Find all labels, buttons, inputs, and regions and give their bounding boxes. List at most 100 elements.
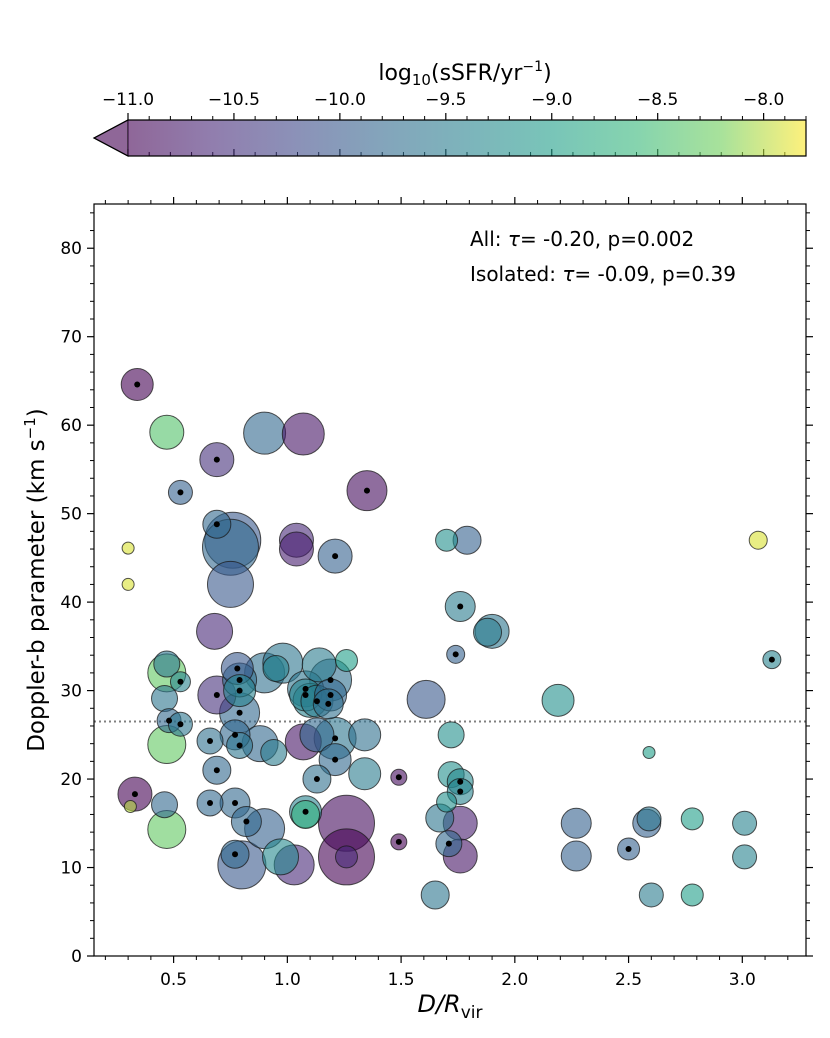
isolated-dot bbox=[302, 685, 309, 692]
y-tick-label: 40 bbox=[60, 593, 82, 613]
isolated-dot bbox=[213, 521, 220, 528]
y-tick-label: 50 bbox=[60, 505, 82, 525]
colorbar-tick-label: −8.0 bbox=[743, 90, 784, 110]
isolated-dot bbox=[768, 656, 775, 663]
isolated-dot bbox=[236, 709, 243, 716]
data-point bbox=[437, 721, 465, 749]
isolated-dot bbox=[236, 676, 243, 683]
isolated-dot bbox=[232, 731, 239, 738]
isolated-markers bbox=[131, 381, 775, 858]
y-axis-label: Doppler-b parameter (km s−1) bbox=[21, 408, 50, 752]
scatter-plot: 0.5 1.0 1.5 2.0 2.5 3.0 0 10 20 30 40 50 60 70 80 All… bbox=[21, 197, 813, 1023]
isolated-dot bbox=[395, 774, 402, 781]
data-point bbox=[121, 541, 135, 555]
isolated-dot bbox=[457, 778, 464, 785]
data-point bbox=[196, 612, 234, 650]
data-point bbox=[121, 577, 135, 591]
data-point bbox=[281, 412, 325, 456]
data-point bbox=[348, 718, 382, 752]
y-tick-label: 80 bbox=[60, 239, 82, 259]
isolated-dot bbox=[232, 851, 239, 858]
x-axis-ticks: 0.5 1.0 1.5 2.0 2.5 3.0 bbox=[104, 197, 789, 990]
isolated-dot bbox=[625, 845, 632, 852]
data-point bbox=[123, 799, 137, 813]
y-axis-ticks: 0 10 20 30 40 50 60 70 80 bbox=[60, 212, 813, 967]
colorbar-outline bbox=[92, 119, 807, 157]
data-point bbox=[301, 647, 337, 683]
colorbar-tick-label: −9.0 bbox=[531, 90, 572, 110]
x-tick-label: 1.5 bbox=[388, 970, 415, 990]
colorbar-label: log10(sSFR/yr−1) bbox=[378, 59, 551, 89]
colorbar-ticks: −11.0 −10.5 −10.0 −9.5 −9.0 −8.5 −8.0 bbox=[102, 90, 807, 156]
isolated-dot bbox=[207, 799, 214, 806]
x-tick-label: 0.5 bbox=[160, 970, 187, 990]
isolated-dot bbox=[213, 767, 220, 774]
data-point bbox=[560, 807, 592, 839]
data-point bbox=[560, 840, 592, 872]
colorbar-tick-label: −8.5 bbox=[637, 90, 678, 110]
colorbar-tick-label: −11.0 bbox=[102, 90, 154, 110]
isolated-dot bbox=[131, 791, 138, 798]
data-point bbox=[748, 530, 768, 550]
data-point bbox=[638, 882, 664, 908]
data-point bbox=[151, 791, 179, 819]
isolated-dot bbox=[234, 665, 241, 672]
data-point bbox=[262, 654, 290, 682]
isolated-dot bbox=[213, 692, 220, 699]
y-tick-label: 60 bbox=[60, 416, 82, 436]
data-point bbox=[406, 679, 446, 719]
data-point bbox=[334, 649, 358, 673]
colorbar: log10(sSFR/yr−1) −11.0 −10.5 −10.0 −9.5 −9.0… bbox=[92, 59, 807, 157]
data-point bbox=[473, 617, 503, 647]
isolated-dot bbox=[457, 788, 464, 795]
data-point bbox=[636, 806, 662, 832]
colorbar-tick-label: −10.0 bbox=[314, 90, 366, 110]
data-point bbox=[732, 810, 758, 836]
isolated-dot bbox=[236, 742, 243, 749]
colorbar-gradient bbox=[128, 120, 806, 156]
data-point bbox=[680, 807, 704, 831]
isolated-dot bbox=[452, 651, 459, 658]
isolated-dot bbox=[177, 678, 184, 685]
x-tick-label: 1.0 bbox=[274, 970, 301, 990]
colorbar-extend-triangle bbox=[92, 119, 129, 157]
data-point bbox=[149, 414, 185, 450]
data-point bbox=[732, 844, 758, 870]
isolated-dot bbox=[177, 489, 184, 496]
y-tick-label: 30 bbox=[60, 682, 82, 702]
x-tick-label: 2.0 bbox=[501, 970, 528, 990]
x-tick-label: 2.5 bbox=[615, 970, 642, 990]
data-point bbox=[435, 528, 459, 552]
plot-frame bbox=[93, 203, 807, 957]
isolated-dot bbox=[457, 603, 464, 610]
data-point bbox=[541, 683, 575, 717]
isolated-dot bbox=[327, 676, 334, 683]
isolated-dot bbox=[236, 687, 243, 694]
isolated-dot bbox=[313, 698, 320, 705]
isolated-dot bbox=[445, 840, 452, 847]
colorbar-tick-label: −10.5 bbox=[208, 90, 260, 110]
data-point bbox=[243, 411, 287, 455]
isolated-dot bbox=[302, 692, 309, 699]
data-point bbox=[262, 838, 300, 876]
isolated-dot bbox=[363, 487, 370, 494]
isolated-dot bbox=[395, 838, 402, 845]
data-point bbox=[420, 880, 450, 910]
annotation-isolated: Isolated: τ= -0.09, p=0.39 bbox=[470, 262, 736, 286]
data-point bbox=[206, 560, 254, 608]
y-tick-label: 20 bbox=[60, 770, 82, 790]
isolated-dot bbox=[207, 738, 214, 745]
isolated-dot bbox=[243, 818, 250, 825]
data-point bbox=[299, 717, 335, 753]
isolated-dot bbox=[332, 756, 339, 763]
isolated-dot bbox=[325, 700, 332, 707]
annotation-all: All: τ= -0.20, p=0.002 bbox=[470, 227, 694, 251]
isolated-dot bbox=[302, 808, 309, 815]
x-axis-label: D/Rvir bbox=[417, 990, 482, 1023]
isolated-dot bbox=[166, 717, 173, 724]
data-point bbox=[278, 531, 314, 567]
x-tick-label: 3.0 bbox=[729, 970, 756, 990]
y-tick-label: 0 bbox=[71, 947, 82, 967]
data-point bbox=[260, 739, 288, 767]
